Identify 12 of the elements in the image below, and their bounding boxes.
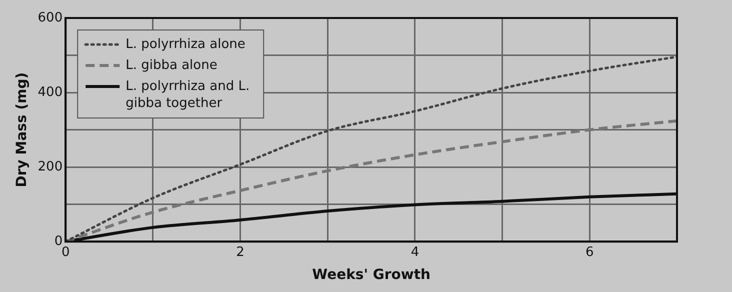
x-tick-label: 4 (410, 244, 420, 260)
y-tick-label: 0 (54, 234, 63, 249)
x-axis-title: Weeks' Growth (312, 267, 430, 284)
y-tick-label: 200 (38, 159, 63, 174)
y-tick-label: 400 (38, 84, 63, 100)
legend-label: L. gibba alone (126, 58, 218, 73)
x-tick-label: 2 (236, 244, 244, 260)
legend-label: L. polyrrhiza alone (126, 36, 246, 52)
x-tick-label: 6 (586, 244, 594, 260)
y-axis-title: Dry Mass (mg) (14, 72, 30, 188)
y-tick-label: 600 (38, 10, 63, 26)
legend-label: L. polyrrhiza and L. gibba together (126, 78, 250, 111)
